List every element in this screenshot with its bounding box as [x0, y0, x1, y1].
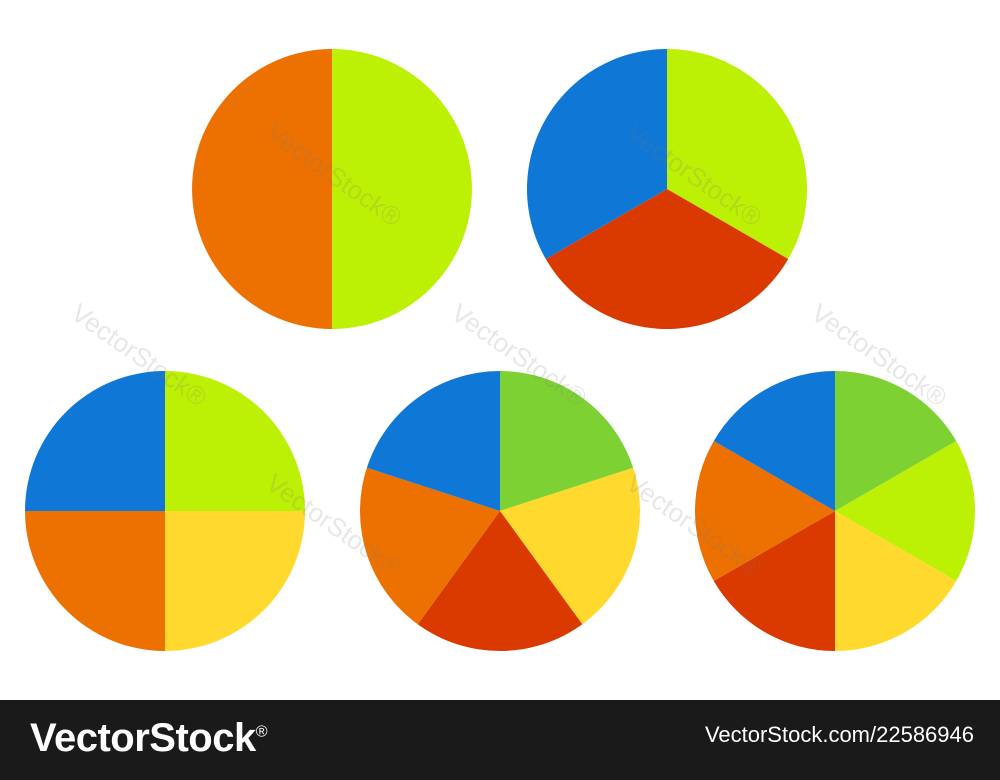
pie-slice [25, 371, 165, 511]
pie-slice [332, 49, 472, 329]
pie-slice [25, 511, 165, 651]
brand-mark: ® [255, 723, 268, 741]
pie-chart-5 [695, 371, 975, 651]
pie-slice [417, 511, 583, 651]
pie-slice [500, 467, 640, 625]
pie-charts [25, 49, 975, 651]
pie-slice [165, 511, 305, 651]
pie-slice [359, 467, 500, 625]
footer-bar: VectorStock® VectorStock.com/22586946 [0, 700, 1000, 780]
pie-slice [667, 49, 807, 259]
pie-slice [835, 441, 975, 581]
pie-slice [192, 49, 332, 329]
pie-slice [713, 371, 835, 511]
brand-name: VectorStock [30, 716, 256, 760]
pie-slice [165, 371, 305, 511]
footer-image-id: VectorStock.com/22586946 [704, 722, 974, 747]
pie-slice [527, 49, 667, 259]
pie-slice [500, 371, 634, 511]
pie-chart-3 [25, 371, 305, 651]
pie-slice [366, 371, 500, 511]
chart-area: VectorStock® VectorStock® VectorStock® V… [25, 49, 975, 651]
pie-chart-2 [527, 49, 807, 329]
pie-slice [713, 511, 835, 651]
pie-slice [545, 189, 789, 329]
footer-brand: VectorStock® [30, 716, 268, 761]
pie-chart-4 [359, 371, 640, 651]
pie-slice [835, 371, 957, 511]
pie-slice [835, 511, 957, 651]
pie-chart-1 [192, 49, 472, 329]
pie-slice [695, 441, 835, 581]
